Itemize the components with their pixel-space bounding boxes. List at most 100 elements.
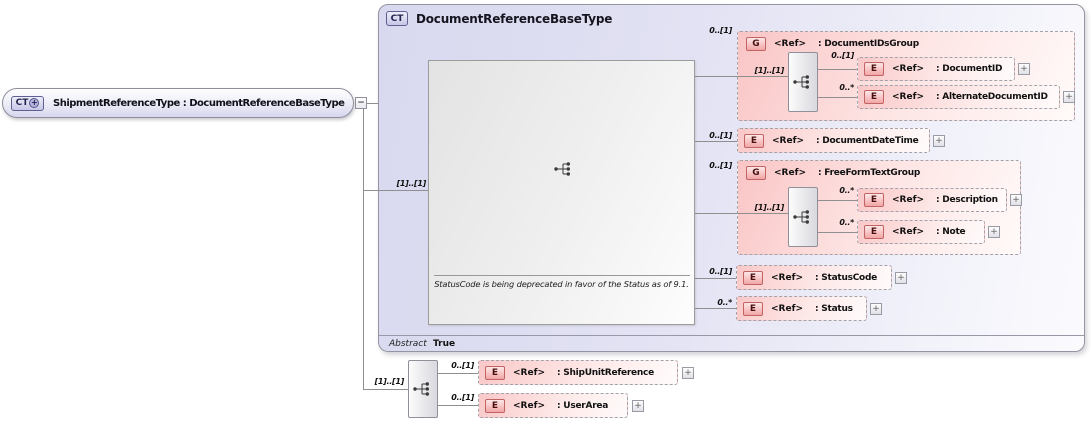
expand-button-status[interactable]: + xyxy=(870,303,882,315)
connector-line xyxy=(695,308,736,309)
node-name: : Description xyxy=(936,195,998,205)
root-node-label: ShipmentReferenceType : DocumentReferenc… xyxy=(53,97,345,109)
node-name: : FreeFormTextGroup xyxy=(818,168,921,178)
sequence-compositor[interactable] xyxy=(408,360,438,418)
node-name: : DocumentDateTime xyxy=(816,135,919,146)
occurs-label-status: 0..* xyxy=(717,298,732,307)
node-name: : Note xyxy=(936,227,966,237)
occurs-label-document-ids-group: 0..[1] xyxy=(709,26,732,35)
element-badge: E xyxy=(864,193,884,207)
occurs-label-base: [1]..[1] xyxy=(396,179,427,188)
ref-label: <Ref> xyxy=(513,367,546,378)
connector-line xyxy=(818,200,857,201)
node-name: : UserArea xyxy=(557,400,609,411)
base-type-title: DocumentReferenceBaseType xyxy=(416,11,613,26)
group-header: G <Ref> : FreeFormTextGroup xyxy=(738,161,1020,180)
node-user-area[interactable]: E <Ref> : UserArea xyxy=(478,393,628,418)
ref-label: <Ref> xyxy=(774,168,807,178)
node-ship-unit-reference[interactable]: E <Ref> : ShipUnitReference xyxy=(478,360,678,385)
connector-line xyxy=(367,103,378,104)
group-badge: G xyxy=(746,166,766,180)
element-badge: E xyxy=(864,62,884,76)
node-name: : StatusCode xyxy=(815,272,878,283)
node-status-code[interactable]: E <Ref> : StatusCode xyxy=(736,265,892,290)
connector-line xyxy=(695,76,788,77)
occurs-label-status-code: 0..[1] xyxy=(709,267,732,276)
node-document-id[interactable]: E <Ref> : DocumentID xyxy=(857,57,1015,81)
expand-button-status-code[interactable]: + xyxy=(895,272,907,284)
occurs-label-document-id: 0..[1] xyxy=(831,51,854,60)
occurs-label-free-form-text-group: 0..[1] xyxy=(709,161,732,170)
expand-button-alternate-document-id[interactable]: + xyxy=(1063,91,1075,103)
occurs-label-alternate-document-id: 0..* xyxy=(839,83,854,92)
element-badge: E xyxy=(864,225,884,239)
ref-label: <Ref> xyxy=(771,272,804,283)
element-badge: E xyxy=(864,90,884,104)
expand-button-user-area[interactable]: + xyxy=(632,400,644,412)
sequence-icon xyxy=(413,382,429,396)
occurs-label-sequence: [1]..[1] xyxy=(754,203,785,212)
element-badge: E xyxy=(744,133,764,148)
node-name: : AlternateDocumentID xyxy=(936,92,1048,102)
node-document-date-time[interactable]: E <Ref> : DocumentDateTime xyxy=(737,128,930,153)
expand-button-note[interactable]: + xyxy=(988,226,1000,238)
ref-label: <Ref> xyxy=(772,135,805,146)
ref-label: <Ref> xyxy=(892,195,925,205)
node-name: : DocumentID xyxy=(936,64,1003,74)
sequence-icon xyxy=(793,210,809,224)
ref-label: <Ref> xyxy=(892,92,925,102)
sequence-icon xyxy=(793,75,809,89)
node-name: : ShipUnitReference xyxy=(557,367,654,378)
complex-type-badge: CT xyxy=(386,11,408,26)
expand-button-document-date-time[interactable]: + xyxy=(933,135,945,147)
group-header: G <Ref> : DocumentIDsGroup xyxy=(738,32,1074,51)
ref-label: <Ref> xyxy=(774,39,807,49)
ref-label: <Ref> xyxy=(892,64,925,74)
occurs-label-ship-unit-reference: 0..[1] xyxy=(451,361,474,370)
occurs-label-document-date-time: 0..[1] xyxy=(709,131,732,140)
node-status[interactable]: E <Ref> : Status xyxy=(736,296,867,321)
connector-line xyxy=(818,97,857,98)
sequence-icon xyxy=(554,162,570,176)
sequence-compositor[interactable] xyxy=(788,52,818,112)
element-badge: E xyxy=(485,365,505,380)
node-note[interactable]: E <Ref> : Note xyxy=(857,220,985,244)
ref-label: <Ref> xyxy=(513,400,546,411)
node-alternate-document-id[interactable]: E <Ref> : AlternateDocumentID xyxy=(857,85,1060,109)
ref-label: <Ref> xyxy=(771,303,804,314)
group-badge: G xyxy=(746,37,766,51)
complex-type-derived-badge: CT + xyxy=(11,95,44,111)
connector-line xyxy=(363,109,364,389)
connector-line xyxy=(438,405,478,406)
expand-button-ship-unit-reference[interactable]: + xyxy=(682,367,694,379)
sequence-compositor[interactable] xyxy=(788,187,818,247)
connector-line xyxy=(818,232,857,233)
occurs-label-note: 0..* xyxy=(839,218,854,227)
derivation-plus-icon: + xyxy=(29,98,40,108)
collapse-button-root[interactable]: − xyxy=(355,97,367,109)
connector-line xyxy=(438,373,478,374)
node-name: : DocumentIDsGroup xyxy=(818,39,919,49)
connector-line xyxy=(695,213,788,214)
node-name: : Status xyxy=(815,303,853,314)
node-shipment-reference-type[interactable]: CT + ShipmentReferenceType : DocumentRef… xyxy=(2,88,354,118)
expand-button-description[interactable]: + xyxy=(1010,194,1022,206)
connector-line xyxy=(363,389,408,390)
occurs-label-description: 0..* xyxy=(839,186,854,195)
ct-badge-text: CT xyxy=(15,98,29,108)
connector-line xyxy=(695,141,737,142)
occurs-label-sequence: [1]..[1] xyxy=(754,66,785,75)
connector-line xyxy=(363,190,428,191)
abstract-row: Abstract True xyxy=(379,335,1084,351)
annotation-divider xyxy=(434,275,690,276)
node-description[interactable]: E <Ref> : Description xyxy=(857,188,1007,212)
occurs-label-bottom-sequence: [1]..[1] xyxy=(374,377,405,386)
content-model-box: StatusCode is being deprecated in favor … xyxy=(428,60,695,325)
element-badge: E xyxy=(743,301,763,316)
ref-label: <Ref> xyxy=(892,227,925,237)
abstract-value: True xyxy=(433,338,456,349)
element-badge: E xyxy=(743,270,763,285)
base-type-header: CT DocumentReferenceBaseType xyxy=(379,5,1084,26)
expand-button-document-id[interactable]: + xyxy=(1018,63,1030,75)
